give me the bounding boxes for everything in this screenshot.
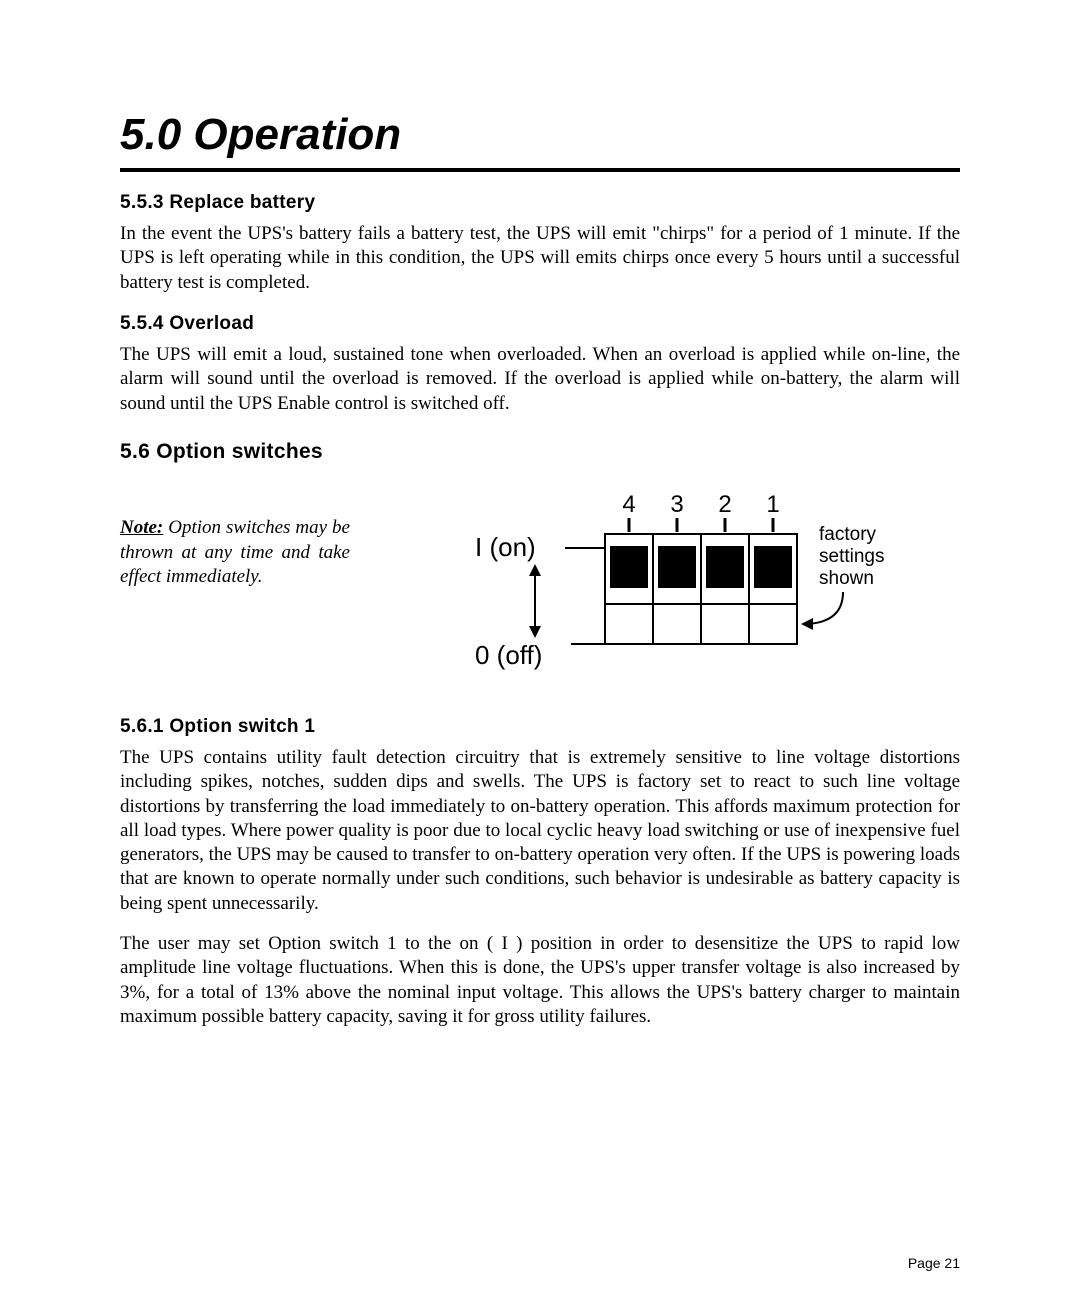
annotation-arrowhead-icon <box>801 618 813 630</box>
heading-553: 5.5.3 Replace battery <box>120 192 960 214</box>
on-label: I (on) <box>475 532 536 562</box>
page-number: Page 21 <box>908 1255 960 1271</box>
switch-number-2: 2 <box>718 491 731 518</box>
dip-switch-svg: 4 3 2 1 I (on) 0 (off) <box>350 482 960 692</box>
annotation-settings: settings <box>819 546 884 567</box>
slider-3 <box>658 546 696 588</box>
body-561-p2: The user may set Option switch 1 to the … <box>120 932 960 1029</box>
body-553: In the event the UPS's battery fails a b… <box>120 222 960 295</box>
switch-number-3: 3 <box>670 491 683 518</box>
annotation-factory: factory <box>819 524 877 545</box>
title-rule <box>120 168 960 172</box>
page: 5.0 Operation 5.5.3 Replace battery In t… <box>0 0 1080 1311</box>
off-label: 0 (off) <box>475 640 542 670</box>
slider-2 <box>706 546 744 588</box>
heading-554: 5.5.4 Overload <box>120 313 960 335</box>
heading-561: 5.6.1 Option switch 1 <box>120 716 960 738</box>
arrowhead-down-icon <box>529 626 541 638</box>
heading-56: 5.6 Option switches <box>120 440 960 464</box>
switch-number-4: 4 <box>622 491 635 518</box>
body-561-p1: The UPS contains utility fault detection… <box>120 746 960 916</box>
annotation-shown: shown <box>819 568 874 589</box>
note-and-diagram-row: Note: Option switches may be thrown at a… <box>120 482 960 692</box>
dip-switch-diagram: 4 3 2 1 I (on) 0 (off) <box>350 482 960 692</box>
switch-number-1: 1 <box>766 491 779 518</box>
body-554: The UPS will emit a loud, sustained tone… <box>120 343 960 416</box>
note-text: Note: Option switches may be thrown at a… <box>120 482 350 590</box>
chapter-title: 5.0 Operation <box>120 110 960 160</box>
arrowhead-up-icon <box>529 564 541 576</box>
slider-4 <box>610 546 648 588</box>
note-label: Note: <box>120 517 163 538</box>
slider-1 <box>754 546 792 588</box>
